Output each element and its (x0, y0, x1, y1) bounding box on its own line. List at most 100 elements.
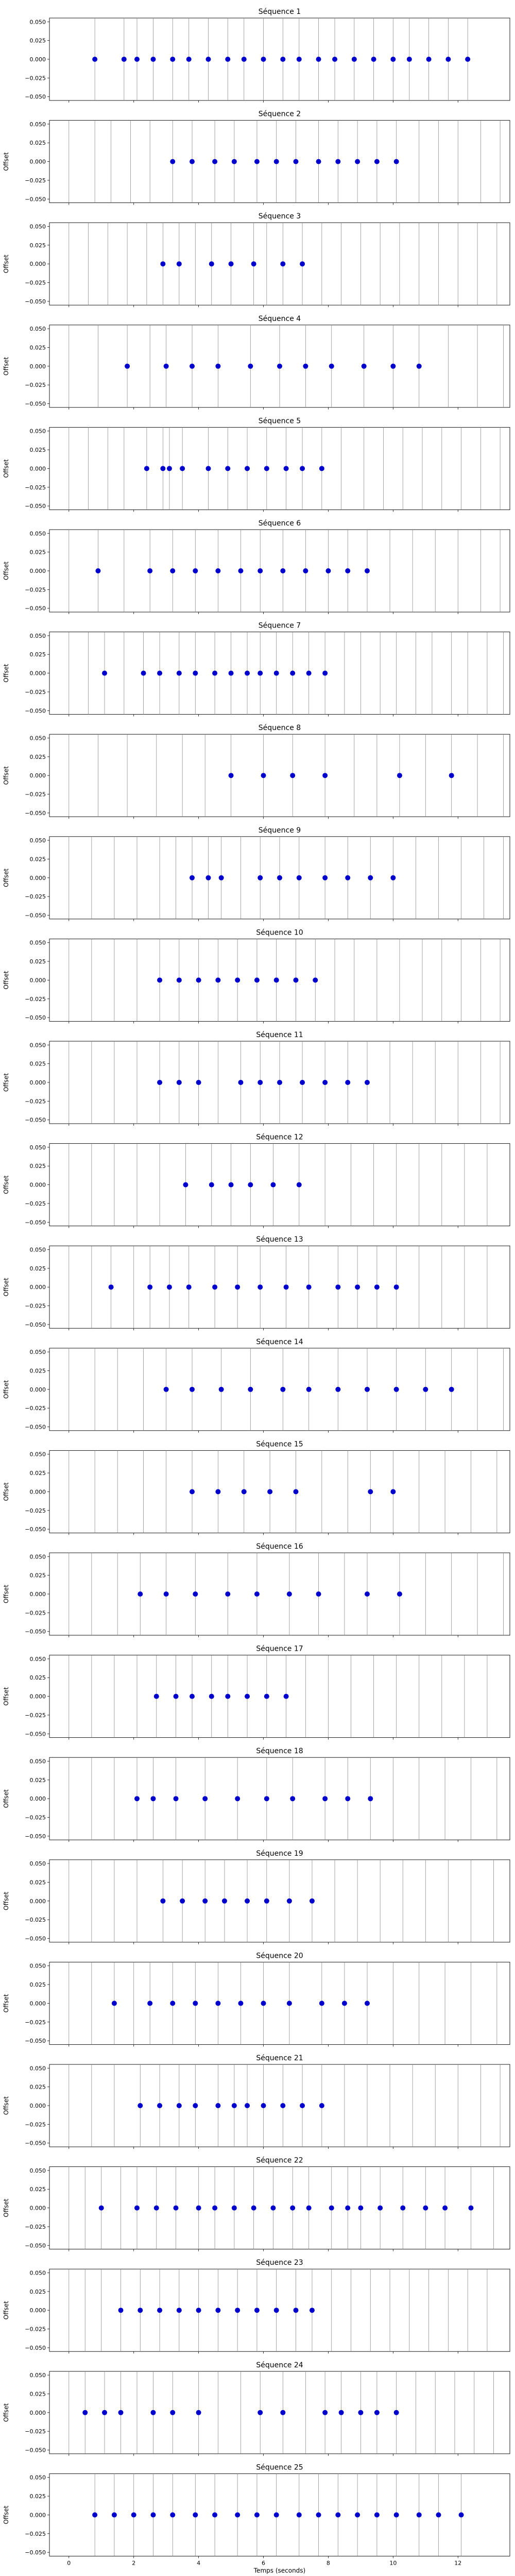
y-tick-label: 0.025 (30, 2084, 46, 2091)
panel-title: Séquence 15 (256, 1440, 303, 1448)
data-point (345, 875, 351, 880)
data-point (235, 1796, 241, 1802)
data-point (368, 875, 373, 880)
data-point (309, 2308, 315, 2313)
panel-title: Séquence 4 (259, 315, 301, 323)
data-point (280, 2103, 286, 2108)
data-point (160, 1898, 166, 1904)
data-point (293, 2308, 299, 2313)
y-tick-label: 0.050 (30, 1860, 46, 1867)
y-tick-label: 0.050 (30, 223, 46, 230)
y-tick-label: −0.025 (25, 2019, 46, 2026)
panel-frame (49, 734, 510, 817)
data-point (235, 2512, 241, 2518)
y-tick-label: −0.050 (25, 1117, 46, 1124)
data-point (138, 2308, 143, 2313)
y-tick-label: 0.025 (30, 958, 46, 965)
y-tick-label: −0.050 (25, 2345, 46, 2351)
y-tick-label: 0.000 (30, 1591, 46, 1598)
data-point (254, 977, 260, 983)
data-point (134, 2205, 140, 2211)
data-point (125, 363, 130, 369)
data-point (82, 2410, 88, 2415)
data-point (215, 568, 221, 573)
data-point (141, 670, 146, 676)
data-point (280, 57, 286, 62)
data-point (332, 57, 338, 62)
data-point (306, 1284, 312, 1290)
data-point (322, 1796, 328, 1802)
data-point (264, 1898, 269, 1904)
data-point (277, 1080, 282, 1085)
data-point (377, 2205, 383, 2211)
data-point (190, 875, 195, 880)
y-tick-label: −0.025 (25, 75, 46, 81)
data-point (225, 1693, 231, 1699)
data-point (316, 57, 321, 62)
data-point (341, 2001, 347, 2006)
data-point (283, 1693, 289, 1699)
y-tick-label: −0.050 (25, 707, 46, 714)
data-point (267, 1489, 273, 1495)
data-point (309, 1898, 315, 1904)
data-point (423, 2205, 428, 2211)
x-axis-label: Temps (seconds) (253, 2567, 305, 2574)
data-point (176, 2103, 182, 2108)
y-tick-label: 0.050 (30, 1553, 46, 1560)
data-point (264, 466, 269, 471)
data-point (300, 261, 305, 267)
panel-11: Séquence 11 0.050 0.025 0.000 −0.025 −0.050 Of… (3, 1031, 510, 1126)
data-point (221, 1898, 227, 1904)
data-point (254, 2512, 260, 2518)
y-tick-label: 0.000 (30, 56, 46, 63)
data-point (293, 159, 299, 164)
panel-frame (49, 529, 510, 613)
data-point (458, 2512, 464, 2518)
data-point (390, 57, 396, 62)
y-tick-label: −0.050 (25, 1629, 46, 1635)
panel-20: Séquence 20 0.050 0.025 0.000 −0.025 −0.050 Of… (3, 1952, 510, 2047)
data-point (254, 2308, 260, 2313)
data-point (176, 977, 182, 983)
data-point (416, 363, 422, 369)
data-point (393, 1386, 399, 1392)
data-point (258, 670, 263, 676)
y-tick-label: 0.025 (30, 1470, 46, 1477)
panel-frame (49, 18, 510, 101)
panel-frame (49, 1859, 510, 1943)
y-tick-label: 0.025 (30, 1061, 46, 1067)
y-tick-label: −0.050 (25, 1424, 46, 1431)
data-point (290, 1796, 296, 1802)
y-tick-label: −0.025 (25, 2531, 46, 2537)
data-point (306, 1386, 312, 1392)
y-tick-label: 0.050 (30, 2475, 46, 2481)
y-axis-label: Offset (3, 1891, 10, 1910)
data-point (355, 1284, 360, 1290)
panel-title: Séquence 2 (259, 110, 301, 118)
data-point (245, 1693, 250, 1699)
data-point (111, 2512, 117, 2518)
panel-title: Séquence 12 (256, 1133, 303, 1142)
y-axis-label: Offset (3, 357, 10, 375)
data-point (228, 1182, 234, 1188)
panel-title: Séquence 7 (259, 622, 301, 630)
y-tick-label: 0.050 (30, 1451, 46, 1458)
y-tick-label: 0.025 (30, 1163, 46, 1170)
data-point (218, 1386, 224, 1392)
data-point (306, 2205, 312, 2211)
panel-title: Séquence 18 (256, 1747, 303, 1755)
data-point (345, 1796, 351, 1802)
data-point (150, 57, 156, 62)
y-tick-label: 0.000 (30, 2103, 46, 2109)
y-axis-label: Offset (3, 1073, 10, 1092)
data-point (193, 1591, 198, 1597)
data-point (277, 875, 282, 880)
panel-9: Séquence 9 0.050 0.025 0.000 −0.025 −0.050 Off… (3, 826, 510, 921)
x-tick-label: 6 (262, 2560, 265, 2566)
data-point (442, 2205, 448, 2211)
data-point (163, 1591, 169, 1597)
panel-5: Séquence 5 0.050 0.025 0.000 −0.025 −0.050 Off… (3, 417, 510, 512)
y-tick-label: 0.000 (30, 261, 46, 267)
data-point (449, 1386, 454, 1392)
panel-title: Séquence 16 (256, 1543, 303, 1551)
